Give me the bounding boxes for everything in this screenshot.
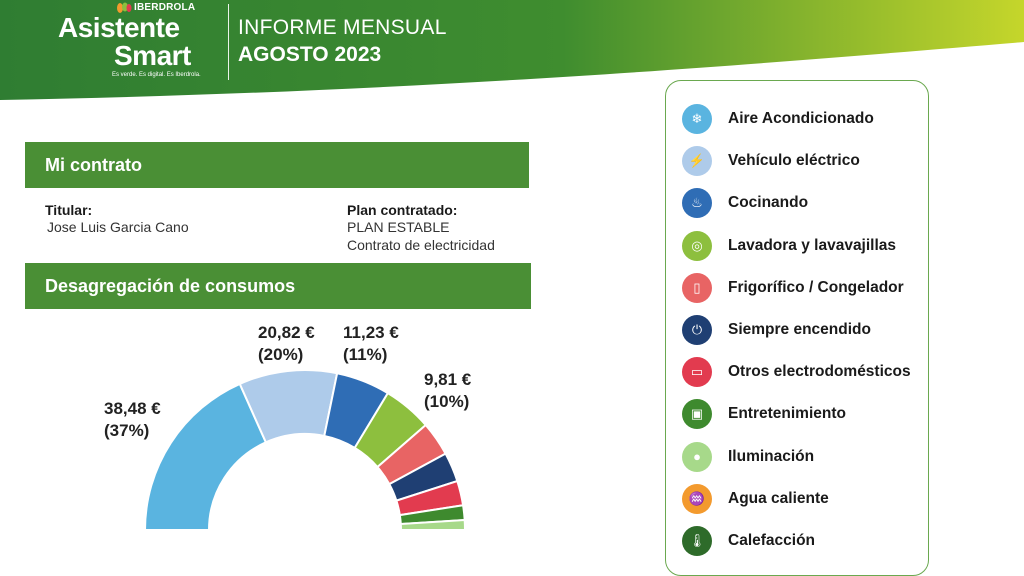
legend-item: ♨ Cocinando bbox=[682, 188, 809, 219]
legend-label: Frigorífico / Congelador bbox=[728, 278, 904, 296]
legend-label: Calefacción bbox=[728, 532, 816, 549]
consumption-half-donut-chart: 38,48 € (37%) 20,82 € (20%) 11,23 € (11%) 9,81… bbox=[104, 323, 472, 531]
legend-item: ▭ Otros electrodomésticos bbox=[682, 357, 911, 388]
cooking-pot-icon: ♨ bbox=[682, 188, 712, 219]
contract-section-title: Mi contrato bbox=[25, 142, 529, 188]
brand-tagline: Es verde. Es digital. Es Iberdrola. bbox=[112, 72, 201, 78]
iberdrola-leaf-icon bbox=[117, 2, 132, 13]
legend-item: ♒ Agua caliente bbox=[682, 483, 829, 514]
holder-name: Jose Luis Garcia Cano bbox=[47, 219, 189, 235]
legend-item: ❄ Aire Acondicionado bbox=[682, 104, 874, 134]
appliance-icon: ▭ bbox=[682, 357, 712, 388]
slice-iluminaci-n bbox=[399, 518, 467, 531]
electric-car-icon: ⚡ bbox=[682, 146, 712, 177]
slice-aire-acondicionado bbox=[143, 382, 268, 531]
data-label-amount: 20,82 € bbox=[258, 323, 315, 342]
tv-icon: ▣ bbox=[682, 399, 712, 430]
legend-item: ⚡ Vehículo eléctrico bbox=[682, 146, 860, 177]
legend-item: ● Iluminación bbox=[682, 441, 815, 472]
legend-item: ◎ Lavadora y lavavajillas bbox=[682, 230, 897, 261]
legend-item: ▯ Frigorífico / Congelador bbox=[682, 272, 904, 303]
brand-logo: IBERDROLA Asistente Smart Es verde. Es d… bbox=[58, 2, 208, 82]
plan-label: Plan contratado: bbox=[347, 202, 458, 218]
legend-item: ▣ Entretenimiento bbox=[682, 399, 846, 430]
data-label-percent: (37%) bbox=[104, 421, 149, 440]
legend-label: Agua caliente bbox=[728, 489, 829, 507]
header-background bbox=[0, 0, 1024, 100]
washing-machine-icon: ◎ bbox=[682, 230, 712, 261]
legend-item: ⏻ Siempre encendido bbox=[682, 315, 871, 345]
legend-label: Iluminación bbox=[728, 447, 815, 465]
report-title: INFORME MENSUAL bbox=[238, 16, 447, 39]
app-name-line2: Smart bbox=[114, 40, 191, 71]
fridge-icon: ▯ bbox=[682, 272, 712, 303]
thermometer-icon: 🌡 bbox=[682, 526, 712, 556]
holder-label: Titular: bbox=[45, 202, 93, 218]
plan-type: Contrato de electricidad bbox=[347, 237, 495, 253]
legend-label: Entretenimiento bbox=[728, 405, 846, 423]
water-tap-icon: ♒ bbox=[682, 483, 712, 514]
data-label-amount: 11,23 € bbox=[343, 323, 399, 342]
data-label-amount: 9,81 € bbox=[424, 370, 472, 389]
data-label-percent: (11%) bbox=[343, 345, 387, 364]
legend-item: 🌡 Calefacción bbox=[682, 526, 815, 556]
company-name: IBERDROLA bbox=[134, 2, 196, 13]
legend-label: Siempre encendido bbox=[728, 321, 871, 338]
data-label-percent: (20%) bbox=[258, 345, 303, 364]
light-bulb-icon: ● bbox=[682, 441, 712, 472]
air-conditioner-icon: ❄ bbox=[682, 104, 712, 134]
legend-panel: ❄ Aire Acondicionado ⚡ Vehículo eléctrico ♨ C… bbox=[665, 80, 929, 576]
plan-name: PLAN ESTABLE bbox=[347, 219, 450, 235]
legend-label: Otros electrodomésticos bbox=[728, 363, 911, 381]
legend-label: Cocinando bbox=[728, 194, 809, 212]
header-divider bbox=[228, 4, 229, 80]
legend-label: Lavadora y lavavajillas bbox=[728, 236, 897, 254]
legend-label: Aire Acondicionado bbox=[728, 110, 874, 127]
plug-icon: ⏻ bbox=[682, 315, 712, 345]
breakdown-section-title: Desagregación de consumos bbox=[25, 263, 531, 309]
report-period: AGOSTO 2023 bbox=[238, 43, 382, 66]
app-name-line1: Asistente bbox=[58, 12, 180, 43]
legend-label: Vehículo eléctrico bbox=[728, 152, 860, 170]
data-label-amount: 38,48 € bbox=[104, 399, 161, 418]
data-label-percent: (10%) bbox=[424, 392, 469, 411]
header-banner: IBERDROLA Asistente Smart Es verde. Es d… bbox=[0, 0, 1024, 100]
